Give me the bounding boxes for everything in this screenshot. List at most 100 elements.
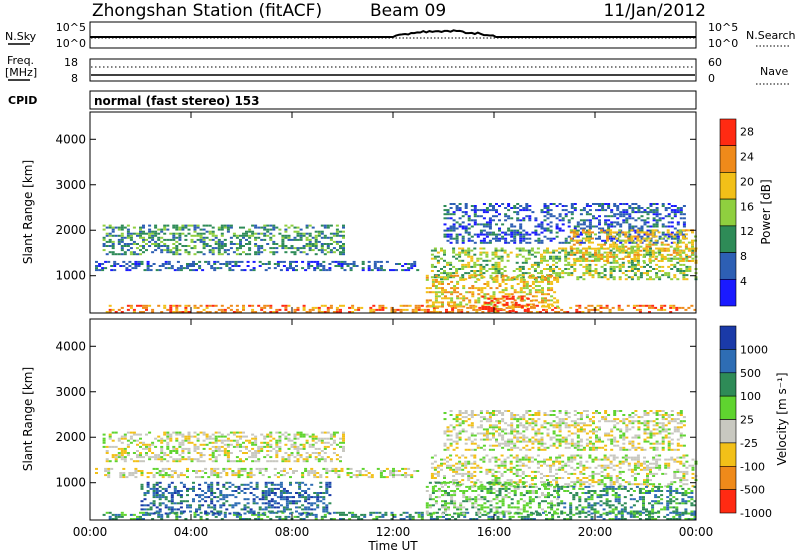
power-echo-cell	[486, 280, 490, 283]
power-echo-cell	[555, 231, 559, 234]
power-echo-cell	[220, 234, 224, 237]
power-echo-cell	[649, 276, 652, 279]
power-echo-cell	[561, 241, 565, 244]
power-echo-cell	[481, 311, 485, 313]
velocity-echo-cell	[219, 490, 223, 492]
power-echo-cell	[675, 243, 679, 246]
power-echo-cell	[579, 263, 583, 266]
power-echo-cell	[479, 270, 483, 272]
power-echo-cell	[470, 259, 474, 262]
power-echo-cell	[658, 237, 662, 240]
velocity-echo-cell	[629, 513, 633, 516]
power-echo-cell	[612, 235, 616, 238]
velocity-echo-cell	[284, 458, 288, 461]
power-echo-cell	[624, 245, 628, 248]
nsky-panel-frame	[89, 21, 697, 49]
velocity-echo-cell	[182, 485, 186, 488]
power-echo-cell	[132, 240, 136, 243]
velocity-echo-cell	[278, 437, 282, 440]
velocity-echo-cell	[307, 498, 311, 501]
power-echo-cell	[329, 304, 333, 307]
power-echo-cell	[546, 247, 549, 250]
power-echo-cell	[546, 229, 550, 232]
power-echo-cell	[489, 297, 493, 300]
velocity-echo-cell	[466, 511, 470, 514]
velocity-echo-cell	[254, 443, 258, 446]
power-echo-cell	[600, 276, 604, 279]
velocity-echo-cell	[515, 470, 519, 473]
velocity-echo-cell	[158, 485, 162, 488]
velocity-echo-cell	[317, 454, 321, 457]
power-echo-cell	[648, 311, 651, 313]
velocity-echo-cell	[136, 450, 139, 452]
velocity-echo-cell	[195, 494, 198, 497]
power-echo-cell	[649, 247, 652, 250]
power-echo-cell	[284, 236, 288, 239]
velocity-echo-cell	[458, 456, 462, 459]
power-echo-cell	[610, 223, 614, 226]
velocity-echo-cell	[323, 460, 327, 463]
velocity-echo-cell	[151, 452, 155, 454]
power-echo-cell	[487, 301, 491, 304]
power-echo-cell	[687, 241, 691, 244]
velocity-echo-cell	[275, 460, 279, 463]
power-echo-cell	[594, 233, 597, 236]
power-echo-cell	[284, 306, 288, 309]
power-echo-cell	[323, 311, 327, 313]
power-echo-cell	[649, 261, 652, 264]
power-echo-cell	[467, 255, 471, 258]
velocity-echo-cell	[620, 513, 624, 516]
velocity-echo-cell	[326, 431, 330, 434]
power-echo-cell	[443, 272, 446, 275]
velocity-echo-cell	[163, 439, 167, 442]
velocity-echo-cell	[452, 475, 456, 477]
power-echo-cell	[624, 278, 628, 281]
power-echo-cell	[664, 233, 668, 236]
velocity-echo-cell	[342, 511, 345, 514]
power-echo-cell	[475, 311, 479, 313]
power-echo-cell	[423, 311, 427, 313]
velocity-echo-cell	[254, 452, 258, 454]
power-echo-cell	[549, 215, 553, 218]
power-echo-cell	[401, 269, 405, 272]
power-echo-cell	[651, 249, 655, 252]
power-echo-cell	[557, 306, 561, 309]
power-echo-cell	[569, 247, 573, 250]
power-echo-cell	[187, 245, 191, 247]
velocity-echo-cell	[140, 504, 144, 507]
power-echo-cell	[393, 308, 397, 311]
power-echo-cell	[260, 226, 264, 229]
power-echo-cell	[561, 217, 565, 220]
velocity-echo-cell	[126, 431, 130, 434]
power-echo-cell	[199, 238, 203, 241]
power-echo-cell	[576, 278, 580, 281]
power-echo-cell	[552, 268, 556, 270]
power-echo-cell	[540, 221, 544, 224]
velocity-echo-cell	[198, 476, 202, 479]
velocity-echo-cell	[467, 472, 471, 475]
power-echo-cell	[655, 247, 659, 250]
power-echo-cell	[357, 308, 361, 311]
power-echo-cell	[628, 205, 632, 207]
power-echo-cell	[630, 229, 634, 232]
power-echo-cell	[513, 291, 517, 294]
power-echo-cell	[649, 251, 652, 254]
power-echo-cell	[425, 287, 429, 290]
power-echo-cell	[640, 219, 644, 222]
power-echo-cell	[175, 306, 179, 309]
power-echo-cell	[122, 265, 126, 267]
power-echo-cell	[452, 219, 456, 222]
power-echo-cell	[198, 260, 202, 263]
velocity-echo-cell	[527, 475, 531, 477]
velocity-echo-cell	[213, 472, 217, 474]
power-echo-cell	[281, 236, 285, 239]
power-echo-cell	[513, 289, 517, 292]
power-echo-cell	[643, 219, 647, 222]
power-echo-cell	[202, 228, 206, 231]
power-echo-cell	[564, 272, 568, 275]
velocity-echo-cell	[275, 431, 279, 434]
power-echo-cell	[631, 207, 635, 209]
velocity-echo-cell	[179, 506, 183, 509]
power-echo-cell	[673, 255, 677, 258]
